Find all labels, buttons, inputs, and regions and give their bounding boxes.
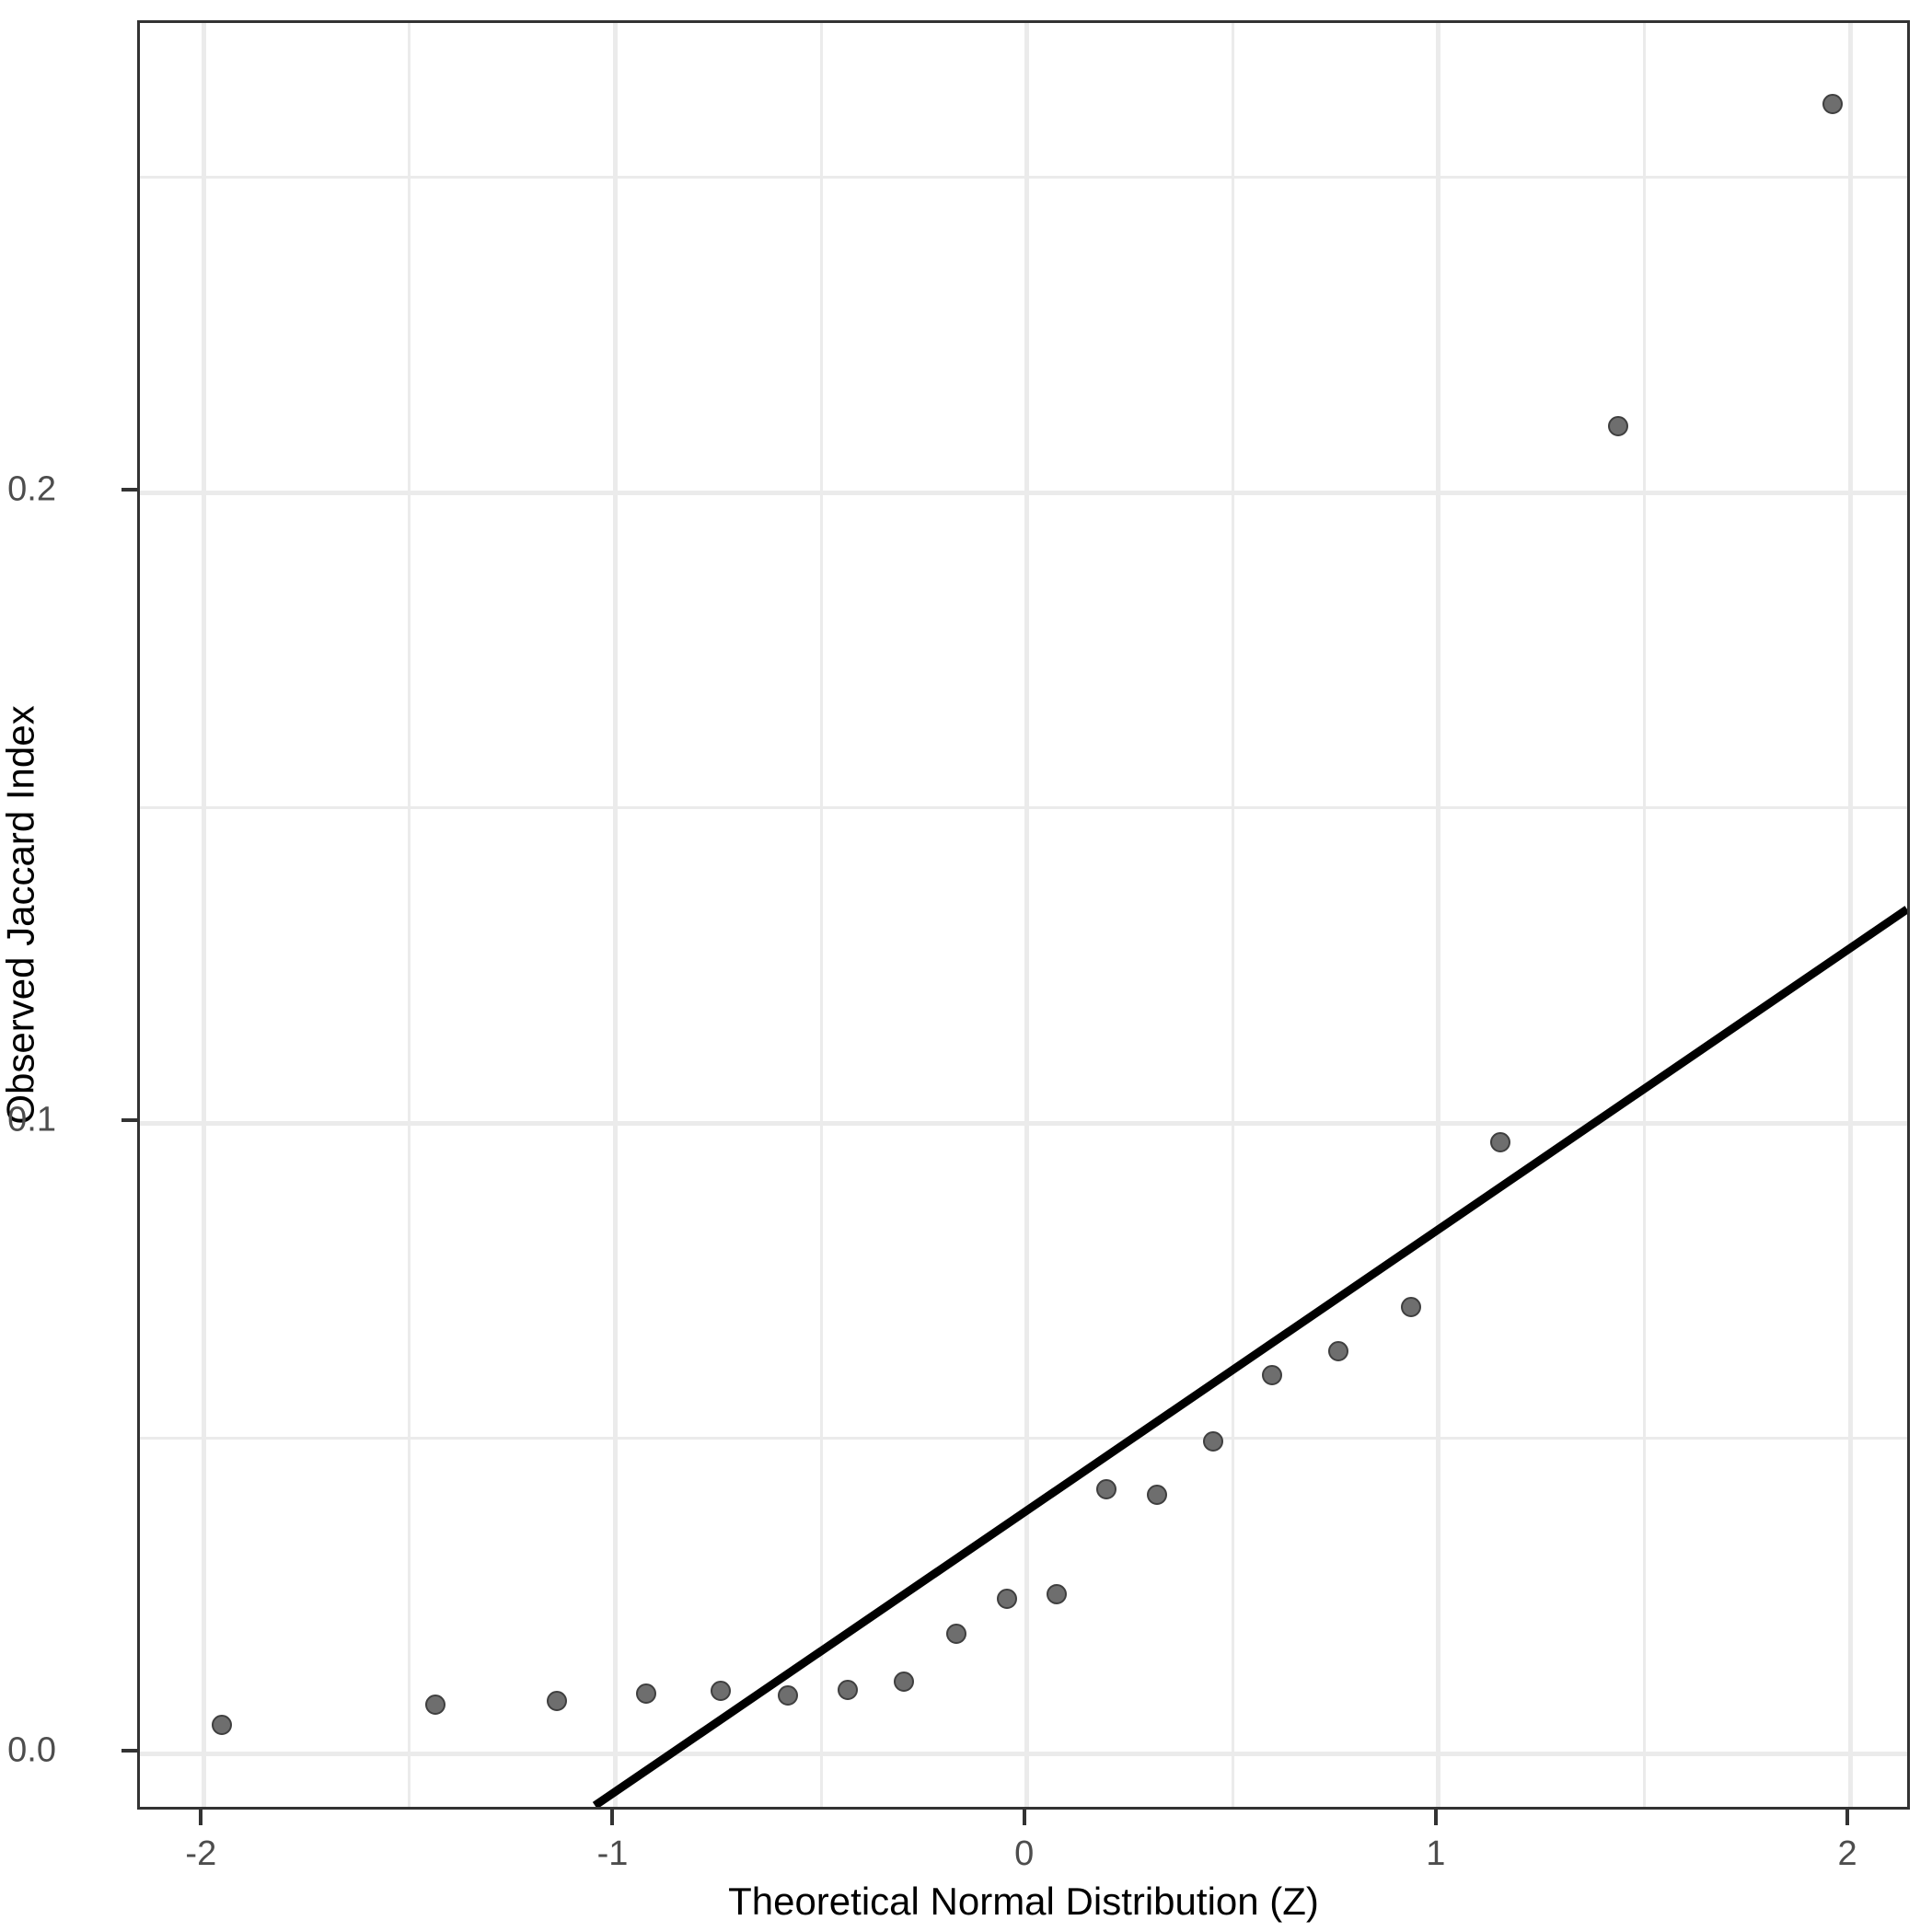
data-point [945, 1624, 966, 1645]
x-tick-mark [199, 1810, 203, 1825]
x-tick-label: 0 [1014, 1834, 1035, 1873]
x-tick-label: -1 [596, 1834, 629, 1873]
x-axis-title-label: Theoretical Normal Distribution (Z) [728, 1880, 1319, 1923]
y-axis-title-label: Observed Jaccard Index [0, 705, 43, 1125]
data-point [997, 1588, 1018, 1609]
gridline-vertical [1231, 23, 1234, 1807]
x-tick-mark [1845, 1810, 1850, 1825]
data-point [1146, 1485, 1167, 1506]
data-point [1327, 1340, 1348, 1361]
x-tick-mark [1433, 1810, 1438, 1825]
data-point [1261, 1364, 1282, 1385]
data-point [893, 1672, 914, 1693]
gridline-vertical [1847, 23, 1853, 1807]
data-point [710, 1680, 731, 1701]
x-tick-mark [610, 1810, 615, 1825]
data-point [425, 1694, 446, 1715]
gridline-vertical [1436, 23, 1441, 1807]
data-point [1400, 1296, 1421, 1317]
y-tick-label: 0.0 [7, 1730, 56, 1770]
x-tick-label: 1 [1426, 1834, 1446, 1873]
data-point [546, 1691, 567, 1712]
data-point [1096, 1479, 1117, 1500]
data-point [778, 1685, 799, 1706]
gridline-horizontal [140, 1120, 1907, 1126]
data-point [1822, 94, 1843, 115]
gridline-horizontal [140, 806, 1907, 810]
y-tick-mark [121, 488, 137, 492]
gridline-horizontal [140, 490, 1907, 495]
gridline-vertical [1024, 23, 1030, 1807]
gridline-horizontal [140, 1437, 1907, 1440]
data-layer [140, 23, 1907, 1807]
data-point [212, 1714, 233, 1735]
x-tick-label: 2 [1837, 1834, 1857, 1873]
x-tick-mark [1022, 1810, 1026, 1825]
plot-panel [137, 20, 1910, 1810]
gridline-vertical [408, 23, 411, 1807]
qq-reference-line [592, 906, 1907, 1807]
y-tick-label: 0.1 [7, 1100, 56, 1140]
gridline-horizontal [140, 1751, 1907, 1756]
x-tick-label: -2 [185, 1834, 217, 1873]
x-axis-title: Theoretical Normal Distribution (Z) [137, 1880, 1910, 1924]
gridline-vertical [819, 23, 823, 1807]
reference-line-segment [592, 906, 1907, 1807]
gridline-vertical [1642, 23, 1646, 1807]
gridline-horizontal [140, 176, 1907, 179]
gridline-vertical [201, 23, 206, 1807]
y-axis-title: Observed Jaccard Index [0, 0, 42, 1830]
y-tick-label: 0.2 [7, 469, 56, 509]
gridline-vertical [612, 23, 618, 1807]
data-point [1490, 1131, 1511, 1152]
y-tick-mark [121, 1118, 137, 1123]
grid-layer [140, 23, 1907, 1807]
data-point [1202, 1430, 1223, 1452]
data-point [636, 1683, 657, 1704]
y-tick-mark [121, 1749, 137, 1753]
data-point [1608, 416, 1629, 437]
data-point [837, 1680, 858, 1701]
data-point [1046, 1583, 1067, 1604]
